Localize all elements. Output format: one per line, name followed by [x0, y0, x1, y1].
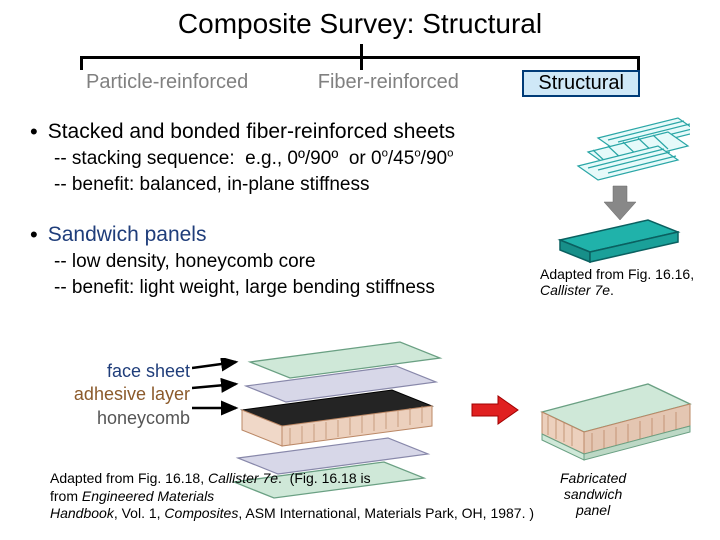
figure-laminate [540, 116, 690, 271]
bullet-dot: • [30, 223, 38, 247]
citation-bottom: Adapted from Fig. 16.18, Callister 7e. (… [50, 470, 580, 523]
bullet-dot: • [30, 120, 38, 144]
arrow-fabricate [470, 390, 520, 435]
category-tree: Particle-reinforced Fiber-reinforced Str… [80, 44, 640, 94]
tree-item-structural: Structural [522, 70, 640, 97]
bullet-2-lead: Sandwich panels [48, 223, 207, 247]
label-face-sheet: face sheet [50, 360, 190, 383]
tree-item-particle: Particle-reinforced [80, 70, 254, 97]
tree-item-fiber: Fiber-reinforced [312, 70, 465, 97]
bullet-1-lead: Stacked and bonded fiber-reinforced shee… [48, 120, 455, 144]
figure-sandwich-panel [530, 370, 700, 485]
page-title: Composite Survey: Structural [0, 0, 720, 40]
label-honeycomb: honeycomb [50, 407, 190, 430]
figure-laminate-caption: Adapted from Fig. 16.16, Callister 7e. [540, 266, 700, 298]
layer-labels: face sheet adhesive layer honeycomb [50, 360, 190, 430]
label-adhesive: adhesive layer [50, 383, 190, 406]
